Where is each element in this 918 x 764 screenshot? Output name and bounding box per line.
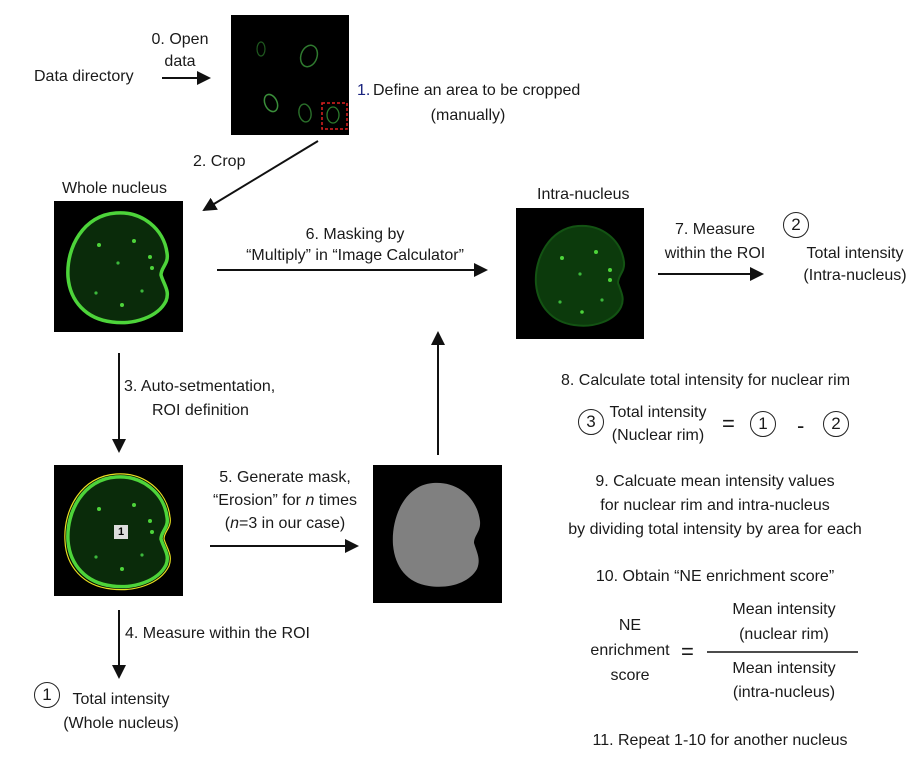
step1-sub: (manually): [430, 107, 506, 124]
step9-label-a: 9. Calcuate mean intensity values: [595, 473, 835, 490]
step1-number: 1.: [357, 82, 371, 99]
ti-rim-a: Total intensity: [609, 404, 707, 421]
mask-image: [373, 465, 502, 603]
mi-intra-b: (intra-nucleus): [732, 684, 836, 701]
step7-label-a: 7. Measure: [674, 221, 756, 238]
overview-cells: [256, 41, 348, 130]
circle-2: 2: [783, 212, 809, 238]
whole-nucleus-title: Whole nucleus: [62, 180, 167, 197]
step10-label: 10. Obtain “NE enrichment score”: [595, 568, 835, 585]
step11-label: 11. Repeat 1-10 for another nucleus: [592, 732, 848, 749]
circle-1-eq: 1: [750, 411, 776, 437]
step0-label: 0. Open data: [151, 31, 209, 70]
circle-3: 3: [578, 409, 604, 435]
intra-nucleus-cell: [534, 224, 626, 327]
step3-sub: ROI definition: [152, 402, 249, 419]
ne-label-a: NE: [618, 617, 642, 634]
data-directory-label: Data directory: [34, 68, 134, 85]
step4-label: 4. Measure within the ROI: [125, 625, 310, 642]
step5-label-b: “Erosion” for n times: [212, 492, 358, 509]
ti-rim-b: (Nuclear rim): [611, 427, 705, 444]
ti-whole-a: Total intensity: [72, 691, 170, 708]
step6-label-a: 6. Masking by: [305, 226, 405, 243]
step1-label: Define an area to be cropped: [373, 82, 581, 99]
segmented-nucleus-image: 1: [54, 465, 183, 596]
ti-intra-a: Total intensity: [806, 245, 904, 262]
mi-rim-a: Mean intensity: [732, 601, 836, 618]
crop-box: [321, 102, 348, 130]
step3-label: 3. Auto-setmentation,: [124, 378, 276, 395]
step9-label-c: by dividing total intensity by area for …: [568, 521, 862, 538]
whole-nucleus-cell: [66, 211, 170, 325]
step2-label: 2. Crop: [193, 153, 246, 170]
overview-image: [231, 15, 349, 135]
ti-whole-b: (Whole nucleus): [63, 715, 179, 732]
step8-label: 8. Calculate total intensity for nuclear…: [561, 372, 851, 389]
step7-label-b: within the ROI: [664, 245, 766, 262]
circle-1: 1: [34, 682, 60, 708]
ne-label-b: enrichment: [590, 642, 670, 659]
ti-intra-b: (Intra-nucleus): [803, 267, 907, 284]
equals-sign-2: =: [681, 639, 694, 664]
mask-shape: [392, 482, 481, 587]
mi-intra-a: Mean intensity: [732, 660, 836, 677]
intra-nucleus-title: Intra-nucleus: [537, 186, 630, 203]
whole-nucleus-image: [54, 201, 183, 332]
ne-label-c: score: [610, 667, 650, 684]
step9-label-b: for nuclear rim and intra-nucleus: [600, 497, 830, 514]
circle-2-eq: 2: [823, 411, 849, 437]
intra-nucleus-image: [516, 208, 644, 339]
minus-sign: -: [797, 413, 805, 438]
segmented-nucleus-cell: [64, 473, 171, 591]
roi-label: 1: [117, 526, 125, 538]
equals-sign: =: [722, 411, 735, 436]
arrow-crop: [202, 140, 319, 212]
mi-rim-b: (nuclear rim): [739, 626, 829, 643]
step5-label-a: 5. Generate mask,: [219, 469, 351, 486]
step6-label-b: “Multiply” in “Image Calculator”: [246, 247, 464, 264]
step5-label-c: (n=3 in our case): [224, 515, 346, 532]
